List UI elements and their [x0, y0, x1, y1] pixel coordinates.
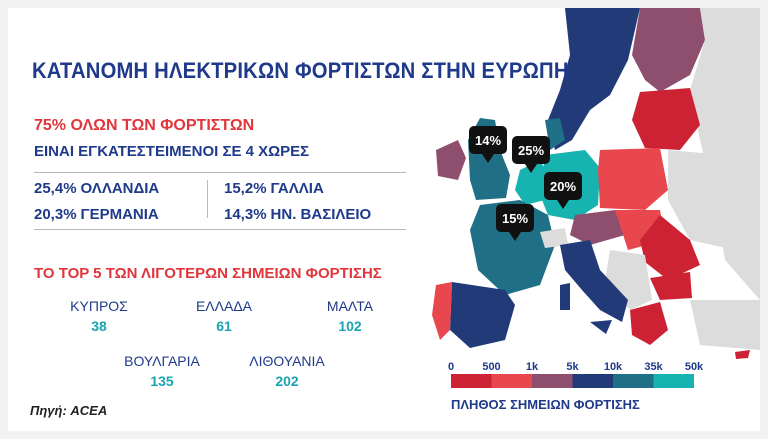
legend-swatch	[532, 374, 573, 388]
callout-france: 15%	[496, 204, 534, 241]
callout-france-label: 15%	[502, 211, 528, 226]
callout-germany-label: 20%	[550, 179, 576, 194]
map-region-cyprus	[735, 350, 750, 359]
least-value: 38	[91, 318, 107, 334]
map-region-italy	[560, 240, 628, 322]
least-lithuania: ΛΙΘΟΥΑΝΙΑ 202	[232, 353, 342, 389]
share-country: ΗΝ. ΒΑΣΙΛΕΙΟ	[270, 206, 372, 223]
map-region-turkey	[690, 300, 760, 350]
share-value: 25,4%	[34, 180, 77, 197]
legend-tick-label: 1k	[525, 361, 539, 373]
legend-tick-label: 5k	[566, 361, 579, 373]
map-region-spain	[450, 282, 515, 348]
headline-red: 75% ΟΛΩΝ ΤΩΝ ΦΟΡΤΙΣΤΩΝ	[34, 117, 255, 134]
map-region-sardinia	[560, 283, 570, 310]
map-region-finland	[632, 8, 705, 92]
headline-blue: ΕΙΝΑΙ ΕΓΚΑΤΕΣΤΕΙΜΕΝΟΙ ΣΕ 4 ΧΩΡΕΣ	[34, 143, 310, 160]
least-value: 102	[338, 318, 362, 334]
share-value: 14,3%	[224, 206, 267, 223]
least-country: ΚΥΠΡΟΣ	[70, 298, 128, 314]
map-region-romania	[640, 215, 700, 280]
map-region-poland	[598, 148, 668, 210]
least-value: 135	[150, 373, 174, 389]
map-region-austria	[570, 210, 625, 245]
map-region-scandinavia	[548, 8, 640, 150]
divider-top	[34, 172, 406, 173]
share-uk: 14,3% ΗΝ. ΒΑΣΙΛΕΙΟ	[224, 206, 371, 223]
share-country: ΓΑΛΛΙΑ	[270, 180, 324, 197]
share-country: ΓΕΡΜΑΝΙΑ	[80, 206, 159, 223]
share-netherlands: 25,4% ΟΛΛΑΝΔΙΑ	[34, 180, 159, 197]
divider-vertical	[207, 180, 208, 218]
legend-swatch	[613, 374, 654, 388]
share-value: 20,3%	[34, 206, 77, 223]
legend-swatch	[491, 374, 532, 388]
source-note: Πηγή: ACEA	[30, 403, 108, 418]
least-cyprus: ΚΥΠΡΟΣ 38	[44, 298, 154, 334]
map-region-baltics	[632, 88, 700, 150]
map-region-east	[668, 150, 735, 250]
map-region-portugal	[432, 282, 452, 340]
least-country: ΒΟΥΛΓΑΡΙΑ	[124, 353, 200, 369]
least-country: ΛΙΘΟΥΑΝΙΑ	[249, 353, 325, 369]
least-bulgaria: ΒΟΥΛΓΑΡΙΑ 135	[107, 353, 217, 389]
map-region-greece	[630, 302, 668, 345]
legend-tick-label: 0	[447, 361, 455, 373]
page-title: ΚΑΤΑΝΟΜΗ ΗΛΕΚΤΡΙΚΩΝ ΦΟΡΤΙΣΤΩΝ ΣΤΗΝ ΕΥΡΩΠ…	[32, 58, 569, 83]
share-germany: 20,3% ΓΕΡΜΑΝΙΑ	[34, 206, 159, 223]
callout-uk: 14%	[469, 126, 507, 163]
map-region-balkans	[605, 250, 652, 310]
callout-uk-label: 14%	[475, 133, 501, 148]
top5-title: ΤΟ TOP 5 ΤΩΝ ΛΙΓΟΤΕΡΩΝ ΣΗΜΕΙΩΝ ΦΟΡΤΙΣΗΣ	[34, 265, 382, 282]
least-greece: ΕΛΛΑΔΑ 61	[169, 298, 279, 334]
map-region-sicily	[590, 320, 612, 334]
legend-tick-label: 500	[482, 361, 501, 373]
legend-swatch	[572, 374, 613, 388]
least-country: ΜΑΛΤΑ	[326, 298, 374, 314]
callout-netherlands: 25%	[512, 136, 550, 173]
map-region-benelux	[515, 160, 548, 205]
callout-netherlands-label: 25%	[518, 143, 544, 158]
share-france: 15,2% ΓΑΛΛΙΑ	[224, 180, 324, 197]
share-country: ΟΛΛΑΝΔΙΑ	[80, 180, 160, 197]
legend-swatch	[451, 374, 492, 388]
map-region-ireland	[436, 140, 466, 180]
legend-tick-label: 35k	[644, 361, 663, 373]
divider-bottom	[34, 229, 406, 230]
legend-color-bar	[451, 374, 694, 388]
map-region-switzerland	[540, 228, 568, 248]
least-malta: ΜΑΛΤΑ 102	[295, 298, 405, 334]
least-country: ΕΛΛΑΔΑ	[195, 298, 253, 314]
map-region-bulgaria	[650, 272, 692, 300]
least-value: 61	[216, 318, 232, 334]
legend-title: ΠΛΗΘΟΣ ΣΗΜΕΙΩΝ ΦΟΡΤΙΣΗΣ	[451, 397, 640, 412]
map-region-russia	[690, 8, 760, 300]
legend-tick-label: 50k	[684, 361, 704, 373]
share-value: 15,2%	[224, 180, 267, 197]
legend-tick-label: 10k	[603, 361, 623, 373]
legend-swatch	[653, 374, 694, 388]
callout-germany: 20%	[544, 172, 582, 209]
least-value: 202	[275, 373, 299, 389]
